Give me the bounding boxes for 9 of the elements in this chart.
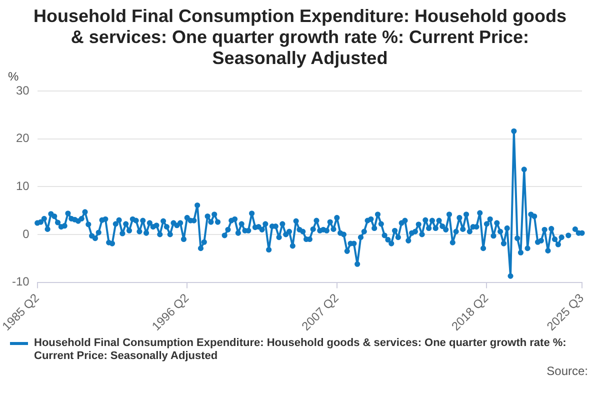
y-tick-label: -10 bbox=[12, 274, 30, 289]
y-tick-label: 20 bbox=[16, 131, 30, 146]
y-tick-label: 30 bbox=[16, 83, 30, 98]
chart-title: Household Final Consumption Expenditure: Household goods & services: One quarter growth rate %: Current Price: Seasonally Adjusted bbox=[32, 5, 568, 69]
source-note: Source: bbox=[546, 364, 588, 378]
legend-label: Household Final Consumption Expenditure: Household goods & services: One quarter growth rate %: Current Price: Seasonally Adjusted bbox=[34, 337, 568, 363]
y-tick-label: 10 bbox=[16, 178, 30, 193]
y-axis-title: % bbox=[8, 69, 19, 84]
y-tick-label: 0 bbox=[22, 226, 30, 241]
